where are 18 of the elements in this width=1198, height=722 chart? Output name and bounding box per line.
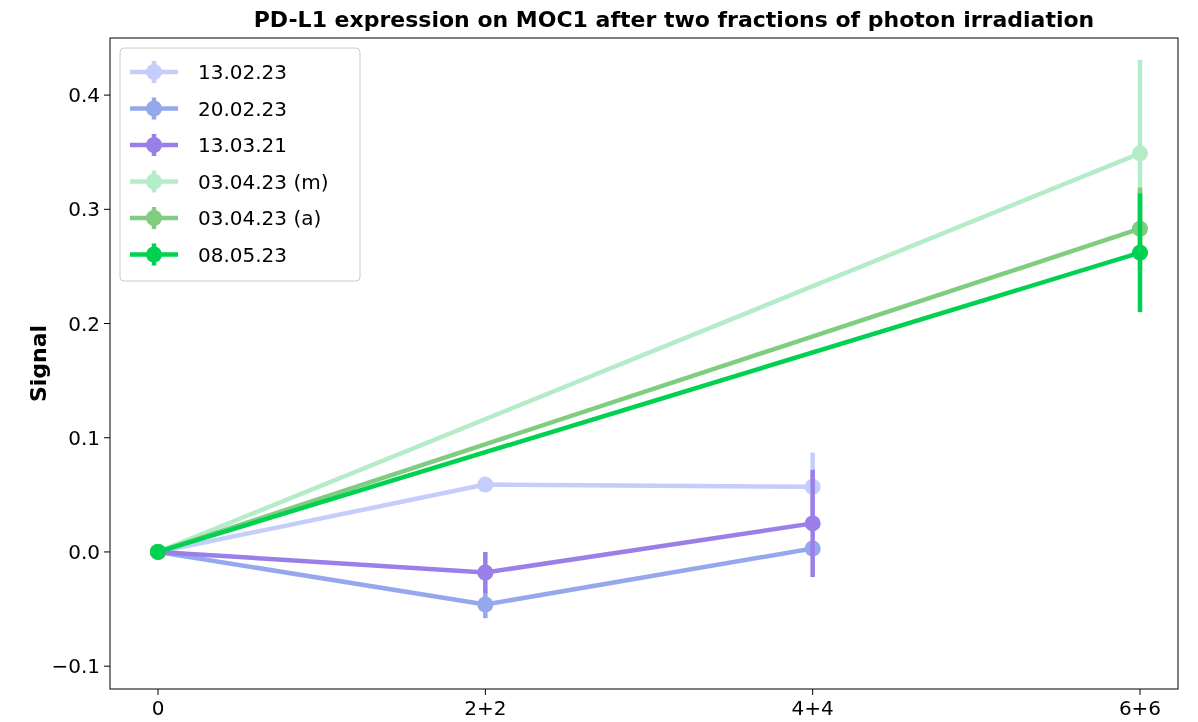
x-tick-label: 4+4 xyxy=(791,696,834,720)
legend-label: 13.03.21 xyxy=(198,133,288,157)
y-tick-label: 0.0 xyxy=(68,539,100,564)
x-tick-label: 6+6 xyxy=(1118,696,1162,720)
x-tick-label: 0 xyxy=(151,696,165,720)
legend-label: 03.04.23 (a) xyxy=(198,206,322,230)
y-tick-label: 0.4 xyxy=(68,83,100,108)
y-axis-title: Signal xyxy=(26,324,51,403)
legend-label: 08.05.23 xyxy=(198,242,288,267)
x-tick-label: 2+2 xyxy=(464,696,507,720)
legend-label: 13.02.23 xyxy=(198,60,288,84)
y-tick-label: 0.1 xyxy=(68,425,100,450)
legend-label: 20.02.23 xyxy=(198,96,288,121)
y-tick-label: 0.2 xyxy=(68,311,100,336)
y-tick-label: 0.3 xyxy=(68,197,100,222)
y-tick-label: −0.1 xyxy=(51,654,100,679)
chart-title: PD-L1 expression on MOC1 after two fractions of photon irradiation xyxy=(253,7,1095,32)
legend-label: 03.04.23 (m) xyxy=(198,169,329,194)
